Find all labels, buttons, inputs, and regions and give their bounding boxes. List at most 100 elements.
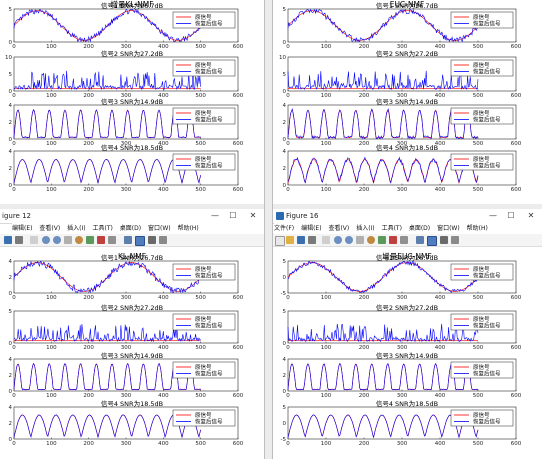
colorbar-icon[interactable] [416,236,424,244]
data-cursor-icon[interactable] [378,236,386,244]
rotate-icon[interactable] [75,236,83,244]
rotate-icon[interactable] [367,236,375,244]
y-tick-label: 0 [9,341,13,347]
subplot-2[interactable]: 信号2 SNR为27.2dB 0 100 200 300 400 500 600 0 5 原信号恢复… [283,303,522,351]
minimize-button[interactable]: — [489,211,497,220]
zoom-in-icon[interactable] [42,236,50,244]
close-button[interactable]: ✕ [249,211,257,220]
maximize-button[interactable]: ☐ [229,211,237,220]
y-tick-label: 5 [9,7,13,13]
x-tick-label: 500 [473,93,484,99]
hide-plot-tools-icon[interactable] [148,236,156,244]
subplot-3[interactable]: 信号3 SNR为14.9dB 0 100 200 300 400 500 600 0 2 4 原信号恢… [283,351,522,399]
colorbar-icon[interactable] [124,236,132,244]
menu-desktop[interactable]: 桌面(D) [408,225,431,232]
legend-icon[interactable] [427,236,437,246]
menu-insert[interactable]: 插入(I) [356,225,375,232]
subplot-2[interactable]: 信号2 SNR为27.2dB 0 100 200 300 400 500 600 0 5 原信号恢复… [9,303,244,351]
menu-window[interactable]: 窗口(W) [148,225,171,232]
maximize-button[interactable]: ☐ [507,211,515,220]
subplot-4[interactable]: 信号4 SNR为18.5dB 0 100 200 300 400 500 600 0 2 4 原信号恢… [9,399,244,447]
subplot-1[interactable]: 信号1 SNR为26.7dB 0 100 200 300 400 500 600 0 5 原信号恢复… [9,1,244,50]
x-tick-label: 400 [435,295,446,301]
subplot-1[interactable]: 信号1 SNR为26.7dB 0 100 200 300 400 500 600 0 5 原信号恢复… [283,1,522,50]
screen-divider-vertical [264,0,273,459]
menu-edit[interactable]: 编辑(E) [12,225,33,232]
brush-icon[interactable] [389,236,397,244]
brush-icon[interactable] [97,236,105,244]
menu-tools[interactable]: 工具(T) [381,225,402,232]
menu-edit[interactable]: 编辑(E) [301,225,322,232]
subplot-3[interactable]: 信号3 SNR为14.9dB 0 100 200 300 400 500 600 0 2 4 原信号恢… [9,97,244,147]
y-tick-label: 5 [9,309,13,315]
menu-insert[interactable]: 插入(I) [67,225,86,232]
subplot-3[interactable]: 信号3 SNR为14.9dB 0 100 200 300 400 500 600 0 2 4 原信号恢… [9,351,244,399]
pan-icon[interactable] [64,236,72,244]
menu-desktop[interactable]: 桌面(D) [119,225,142,232]
window-titlebar[interactable]: Figure 16 — ☐ ✕ [272,209,542,224]
menu-window[interactable]: 窗口(W) [437,225,460,232]
menu-tools[interactable]: 工具(T) [92,225,113,232]
x-tick-label: 600 [511,345,522,351]
legend-icon[interactable] [135,236,145,246]
menu-help[interactable]: 帮助(H) [466,225,488,232]
subplot-1[interactable]: 信号1 SNR为26.7dB 0 100 200 300 400 500 600 0 2 4 原信号恢… [9,253,244,301]
hide-plot-tools-icon[interactable] [440,236,448,244]
save-icon[interactable] [4,236,12,244]
pointer-icon[interactable] [322,236,330,244]
x-tick-label: 100 [321,295,332,301]
show-plot-tools-icon[interactable] [451,236,459,244]
y-tick-label: 2 [283,373,287,379]
save-icon[interactable] [297,236,305,244]
zoom-in-icon[interactable] [334,236,342,244]
subplot-2[interactable]: 信号2 SNR为27.2dB 0 100 200 300 400 500 600 0 5 10 原信号… [5,49,244,99]
pan-icon[interactable] [356,236,364,244]
subplot-4[interactable]: 信号4 SNR为18.5dB 0 100 200 300 400 500 600 0 2 4 原信号恢… [9,143,244,193]
menu-help[interactable]: 帮助(H) [177,225,199,232]
data-cursor-icon[interactable] [86,236,94,244]
window-titlebar[interactable]: igure 12 — ☐ ✕ [0,209,264,224]
zoom-out-icon[interactable] [345,236,353,244]
new-figure-icon[interactable] [275,236,285,246]
menu-file[interactable]: 文件(F) [274,225,295,232]
link-icon[interactable] [108,236,116,244]
print-icon[interactable] [15,236,23,244]
pointer-icon[interactable] [30,236,38,244]
show-plot-tools-icon[interactable] [159,236,167,244]
link-icon[interactable] [400,236,408,244]
menu-view[interactable]: 查看(V) [328,225,350,232]
x-tick-label: 300 [397,345,408,351]
subplot-4[interactable]: 信号4 SNR为18.5dB 0 100 200 300 400 500 600 0 2 4 原信号恢… [283,143,522,193]
print-icon[interactable] [308,236,316,244]
menu-view[interactable]: 查看(V) [39,225,61,232]
figure-window-16[interactable]: Figure 16 — ☐ ✕ 文件(F) 编辑(E) 查看(V) 插入(I) … [272,209,542,459]
recovered-signal-line [287,362,479,391]
close-button[interactable]: ✕ [527,211,535,220]
minimize-button[interactable]: — [211,211,219,220]
figure-window-12[interactable]: igure 12 — ☐ ✕ 编辑(E) 查看(V) 插入(I) 工具(T) 桌… [0,209,264,459]
zoom-out-icon[interactable] [53,236,61,244]
open-file-icon[interactable] [286,236,294,244]
y-tick-label: 4 [283,103,287,109]
subplot-2[interactable]: 信号2 SNR为27.2dB 0 100 200 300 400 500 600 0 5 10 原信号… [279,49,522,99]
subplot-3[interactable]: 信号3 SNR为14.9dB 0 100 200 300 400 500 600 0 2 4 原信号恢… [283,97,522,147]
legend-entry: 恢复后信号 [195,116,223,124]
